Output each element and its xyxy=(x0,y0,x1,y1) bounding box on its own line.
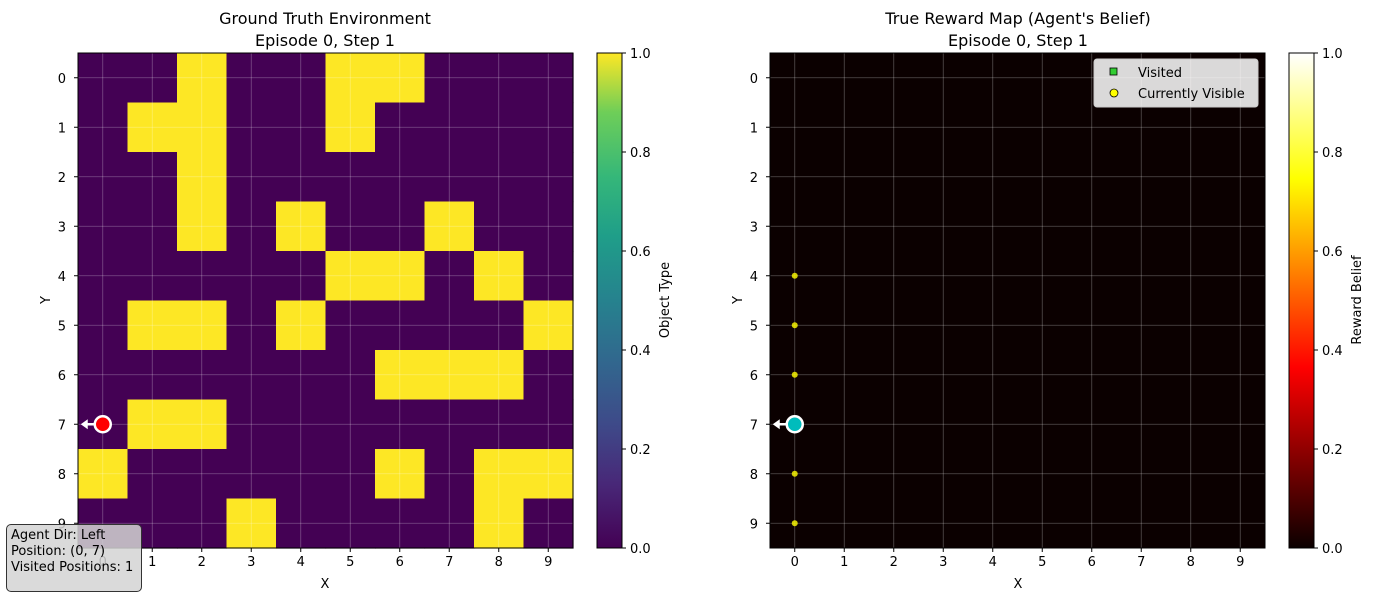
left-x-label: X xyxy=(321,577,330,592)
visited-count-text: Visited Positions: 1 xyxy=(11,560,137,576)
left-y-tick-label: 5 xyxy=(58,319,66,334)
left-y-tick-label: 7 xyxy=(58,418,66,433)
left-x-tick-label: 2 xyxy=(198,555,206,570)
right-colorbar-tick-label: 0.0 xyxy=(1322,542,1343,557)
left-y-label: Y xyxy=(39,296,54,305)
right-x-tick-label: 4 xyxy=(989,555,997,570)
right-y-tick-label: 2 xyxy=(750,171,758,186)
right-y-axis: 0 1 2 3 4 5 6 7 8 9 xyxy=(750,72,770,533)
left-x-tick-label: 4 xyxy=(297,555,305,570)
legend-visible-marker xyxy=(1110,89,1118,97)
left-y-tick-label: 4 xyxy=(58,270,66,285)
right-x-tick-label: 2 xyxy=(890,555,898,570)
left-colorbar xyxy=(597,53,622,548)
left-y-axis: 0123456789 xyxy=(58,72,78,533)
left-x-tick-label: 8 xyxy=(495,555,503,570)
left-colorbar-label: Object Type xyxy=(658,262,673,338)
right-x-axis: 0 1 2 3 4 5 6 7 8 9 xyxy=(791,548,1245,570)
right-x-tick-label: 9 xyxy=(1236,555,1244,570)
right-chart: True Reward Map (Agent's Belief) Episode… xyxy=(731,9,1365,592)
right-colorbar-ticks: 0.0 0.2 0.4 0.6 0.8 1.0 xyxy=(1314,47,1343,557)
right-visible-point xyxy=(792,322,798,328)
right-colorbar-tick-label: 0.8 xyxy=(1322,146,1343,161)
left-y-tick-label: 2 xyxy=(58,171,66,186)
left-title-line1: Ground Truth Environment xyxy=(219,9,431,28)
right-y-tick-label: 1 xyxy=(750,121,758,136)
left-x-axis: 0123456789 xyxy=(99,548,553,570)
right-y-label: Y xyxy=(731,296,746,305)
left-y-tick-label: 6 xyxy=(58,369,66,384)
legend-visited-label: Visited xyxy=(1138,66,1182,81)
right-visible-point xyxy=(792,520,798,526)
right-agent-dot xyxy=(787,416,803,432)
right-x-tick-label: 1 xyxy=(840,555,848,570)
right-x-tick-label: 0 xyxy=(791,555,799,570)
left-agent-dot xyxy=(95,416,111,432)
left-colorbar-ticks: 0.0 0.2 0.4 0.6 0.8 1.0 xyxy=(622,47,651,557)
left-x-tick-label: 5 xyxy=(346,555,354,570)
right-y-tick-label: 0 xyxy=(750,72,758,87)
right-y-tick-label: 6 xyxy=(750,369,758,384)
left-y-tick-label: 0 xyxy=(58,72,66,87)
right-y-tick-label: 3 xyxy=(750,220,758,235)
right-x-tick-label: 7 xyxy=(1137,555,1145,570)
left-y-tick-label: 3 xyxy=(58,220,66,235)
left-colorbar-tick-label: 0.4 xyxy=(630,344,651,359)
left-chart: Ground Truth Environment Episode 0, Step… xyxy=(39,9,673,592)
left-y-tick-label: 1 xyxy=(58,121,66,136)
right-colorbar-tick-label: 1.0 xyxy=(1322,47,1343,62)
right-colorbar-tick-label: 0.2 xyxy=(1322,443,1343,458)
right-colorbar-label: Reward Belief xyxy=(1350,255,1365,345)
left-x-tick-label: 3 xyxy=(247,555,255,570)
right-x-tick-label: 6 xyxy=(1088,555,1096,570)
right-y-tick-label: 9 xyxy=(750,517,758,532)
right-title-line1: True Reward Map (Agent's Belief) xyxy=(884,9,1150,28)
left-colorbar-tick-label: 0.0 xyxy=(630,542,651,557)
right-y-tick-label: 7 xyxy=(750,418,758,433)
left-colorbar-tick-label: 0.6 xyxy=(630,245,651,260)
right-visible-point xyxy=(792,372,798,378)
right-x-tick-label: 5 xyxy=(1038,555,1046,570)
right-title-line2: Episode 0, Step 1 xyxy=(948,31,1088,50)
right-x-tick-label: 3 xyxy=(939,555,947,570)
left-x-tick-label: 6 xyxy=(396,555,404,570)
left-colorbar-tick-label: 0.8 xyxy=(630,146,651,161)
left-colorbar-tick-label: 1.0 xyxy=(630,47,651,62)
left-x-tick-label: 9 xyxy=(544,555,552,570)
right-colorbar-tick-label: 0.4 xyxy=(1322,344,1343,359)
agent-info-box: Agent Dir: Left Position: (0, 7) Visited… xyxy=(6,524,142,592)
left-title-line2: Episode 0, Step 1 xyxy=(255,31,395,50)
right-legend: Visited Currently Visible xyxy=(1094,59,1258,107)
agent-position-text: Position: (0, 7) xyxy=(11,544,137,560)
legend-visible-label: Currently Visible xyxy=(1138,87,1245,102)
right-visible-point xyxy=(792,471,798,477)
right-colorbar xyxy=(1289,53,1314,548)
right-y-tick-label: 4 xyxy=(750,270,758,285)
right-y-tick-label: 8 xyxy=(750,468,758,483)
left-x-tick-label: 1 xyxy=(148,555,156,570)
right-y-tick-label: 5 xyxy=(750,319,758,334)
left-x-tick-label: 7 xyxy=(445,555,453,570)
right-x-tick-label: 8 xyxy=(1187,555,1195,570)
left-y-tick-label: 8 xyxy=(58,468,66,483)
left-colorbar-tick-label: 0.2 xyxy=(630,443,651,458)
right-visible-point xyxy=(792,273,798,279)
right-x-label: X xyxy=(1014,577,1023,592)
right-colorbar-tick-label: 0.6 xyxy=(1322,245,1343,260)
legend-visited-marker xyxy=(1110,68,1117,75)
agent-direction-text: Agent Dir: Left xyxy=(11,528,137,544)
